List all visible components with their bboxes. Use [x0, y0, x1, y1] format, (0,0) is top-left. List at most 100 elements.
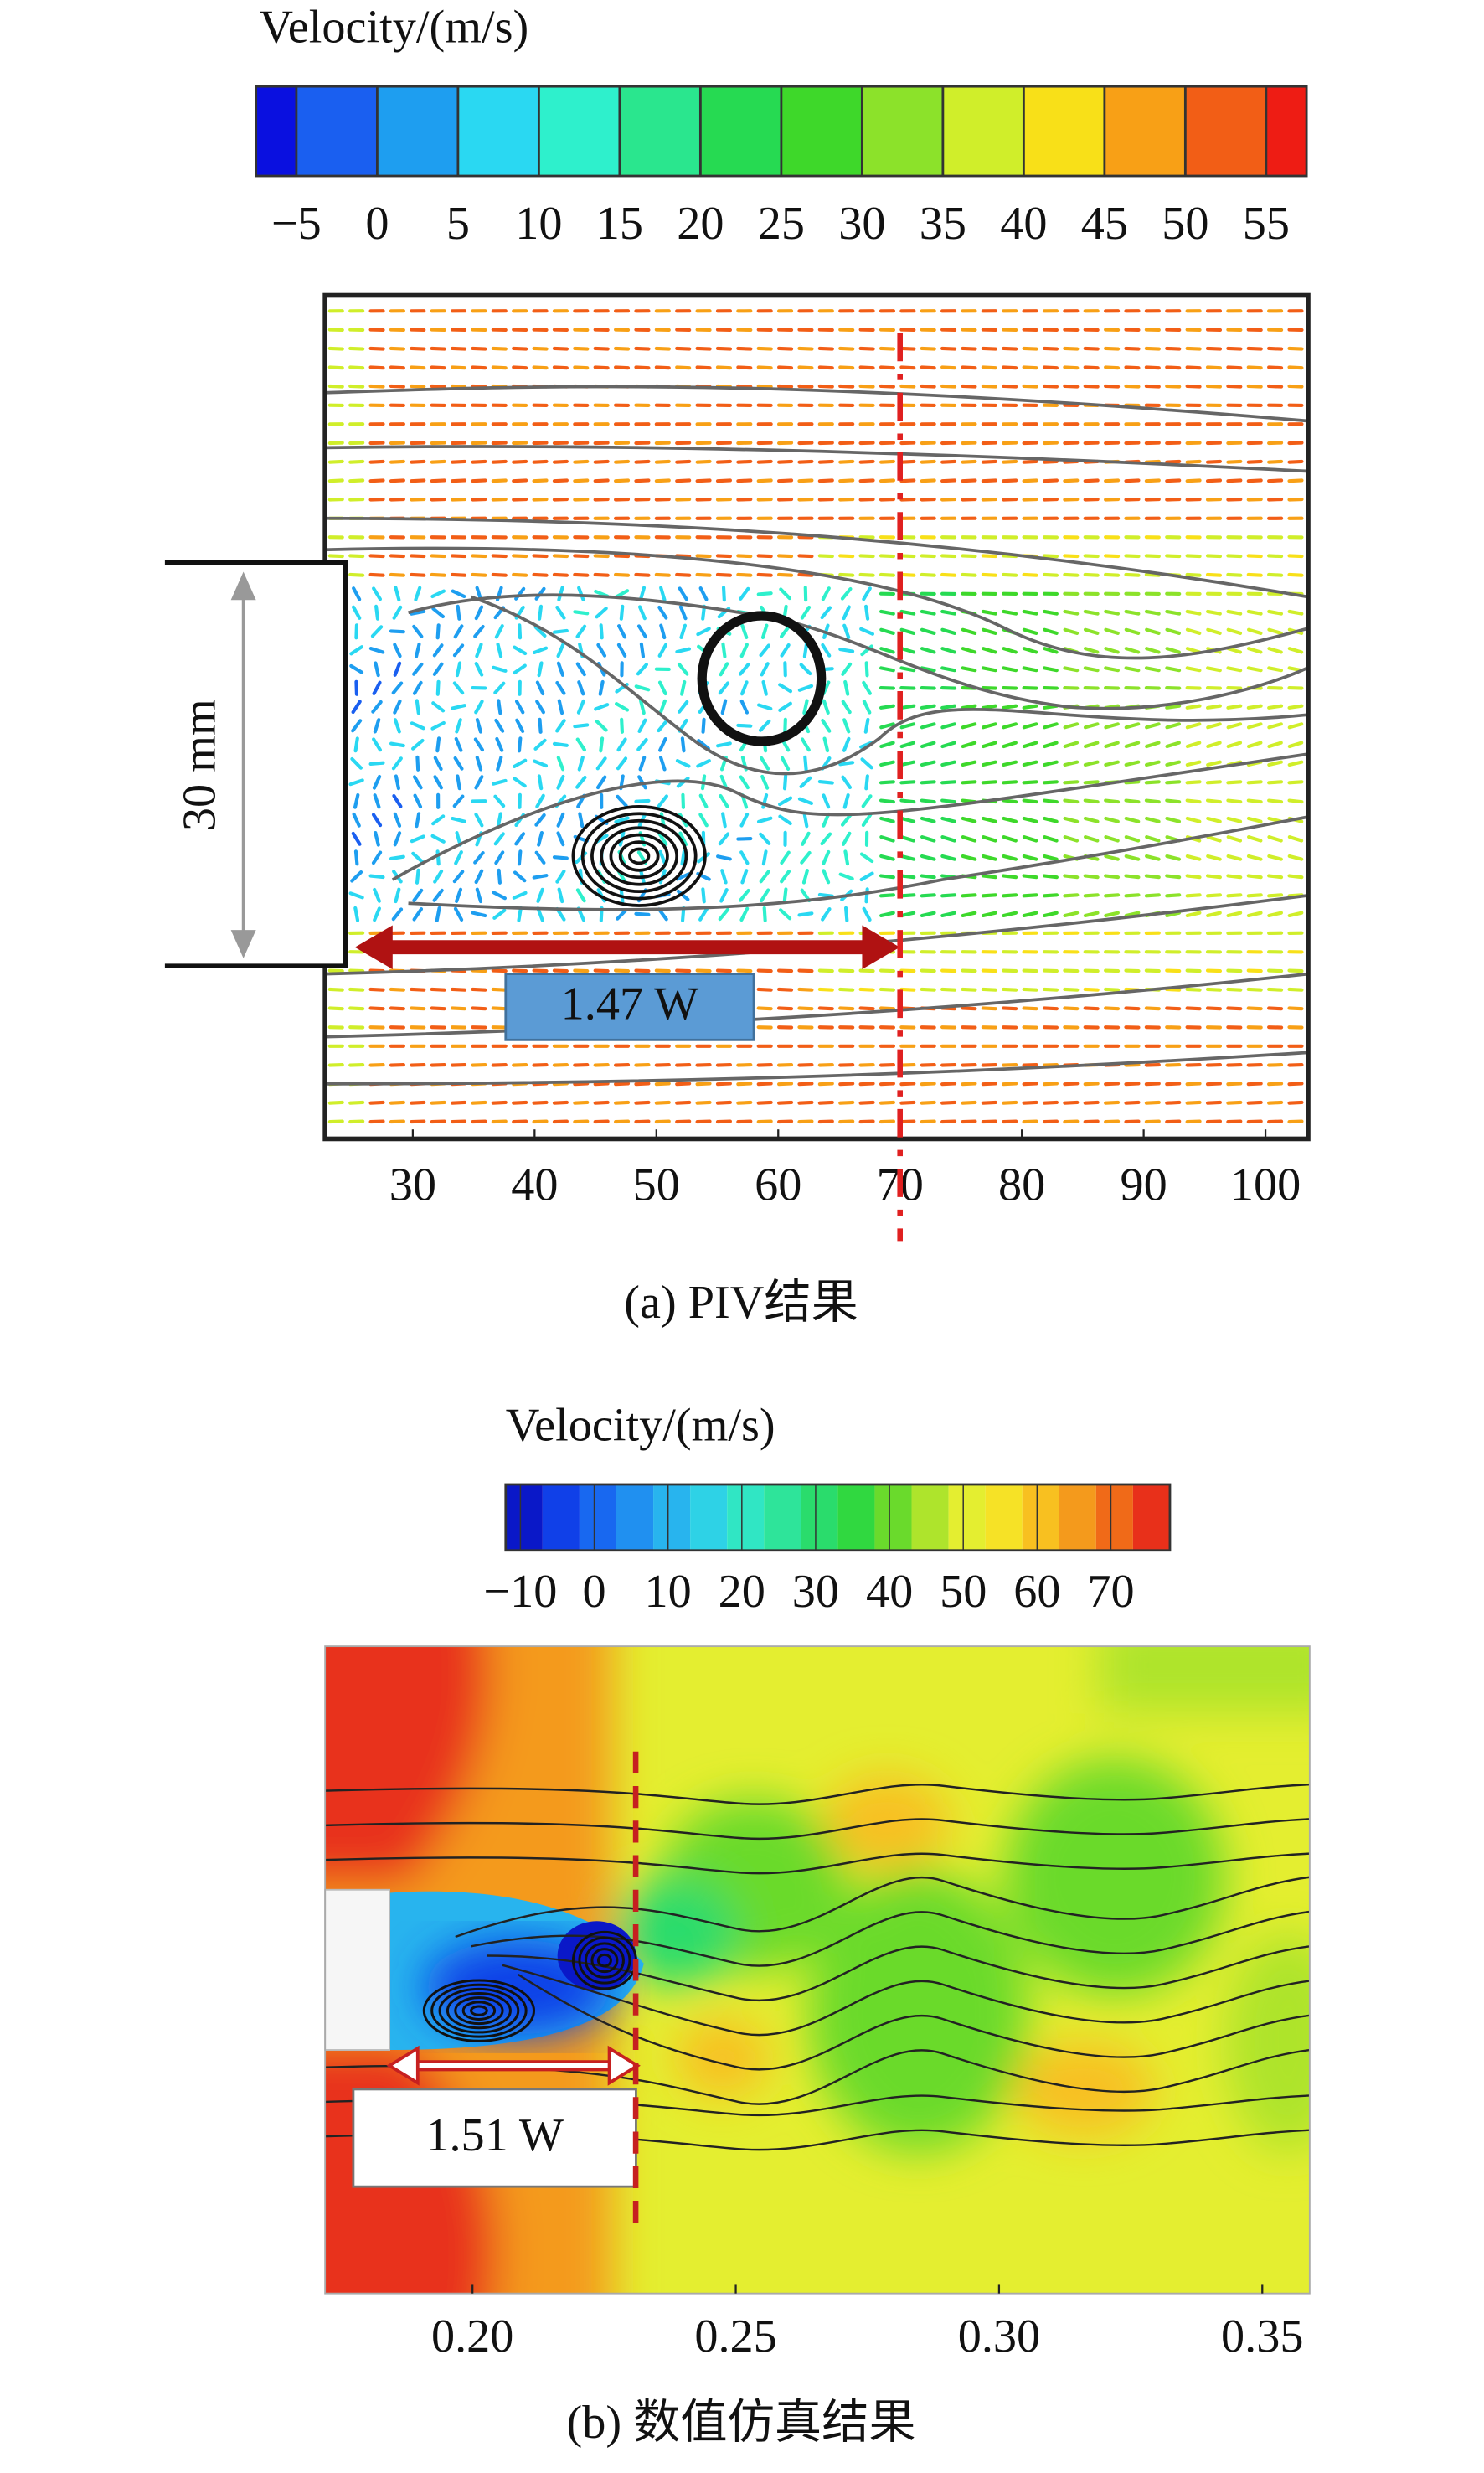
- velocity-vector: [899, 384, 916, 389]
- velocity-vector: [821, 643, 832, 658]
- velocity-vector: [920, 760, 936, 767]
- velocity-vector: [639, 642, 646, 658]
- velocity-vector: [841, 831, 852, 846]
- velocity-vector: [1185, 1119, 1202, 1124]
- velocity-vector: [654, 441, 671, 446]
- velocity-vector: [1205, 1082, 1223, 1087]
- velocity-vector: [518, 623, 523, 640]
- velocity-vector: [491, 346, 508, 351]
- velocity-vector: [1205, 874, 1222, 880]
- velocity-vector: [1022, 1119, 1038, 1124]
- velocity-vector: [698, 793, 709, 809]
- velocity-vector: [593, 968, 610, 973]
- velocity-vector: [573, 610, 590, 616]
- velocity-vector: [1226, 874, 1243, 880]
- velocity-vector: [680, 679, 687, 696]
- velocity-vector: [1165, 666, 1182, 673]
- velocity-vector: [473, 850, 485, 865]
- velocity-vector: [715, 572, 732, 577]
- velocity-vector: [778, 814, 792, 826]
- velocity-vector: [391, 756, 403, 771]
- velocity-vector: [778, 683, 793, 694]
- velocity-vector: [573, 478, 590, 483]
- velocity-vector: [430, 1119, 446, 1124]
- velocity-vector: [940, 478, 957, 483]
- velocity-vector: [1104, 1006, 1121, 1011]
- velocity-vector: [1267, 874, 1284, 880]
- velocity-vector: [1043, 741, 1059, 749]
- velocity-vector: [433, 775, 443, 790]
- velocity-vector: [619, 604, 625, 621]
- velocity-vector: [961, 1082, 977, 1087]
- velocity-vector: [838, 478, 855, 483]
- velocity-vector: [1083, 741, 1100, 749]
- velocity-vector: [679, 623, 688, 640]
- velocity-vector: [351, 719, 363, 733]
- velocity-vector: [1124, 572, 1141, 577]
- velocity-vector: [817, 1100, 834, 1105]
- vortex: [697, 611, 827, 746]
- velocity-vector: [719, 774, 729, 790]
- velocity-vector: [595, 607, 608, 619]
- velocity-vector: [899, 666, 916, 673]
- velocity-vector: [899, 478, 916, 483]
- velocity-vector: [474, 775, 484, 790]
- velocity-vector: [532, 874, 549, 880]
- velocity-vector: [843, 849, 850, 866]
- velocity-vector: [614, 589, 630, 599]
- velocity-vector: [348, 1119, 365, 1124]
- velocity-vector: [715, 1082, 732, 1087]
- velocity-vector: [373, 793, 381, 809]
- velocity-vector: [1185, 441, 1202, 446]
- velocity-vector: [512, 1119, 528, 1124]
- velocity-vector: [1083, 478, 1100, 483]
- velocity-vector: [1267, 572, 1284, 577]
- velocity-vector: [368, 987, 385, 992]
- velocity-vector: [1226, 722, 1243, 730]
- velocity-vector: [675, 872, 691, 881]
- velocity-vector: [1083, 627, 1100, 635]
- velocity-vector: [715, 1100, 732, 1105]
- velocity-vector: [899, 874, 916, 880]
- velocity-vector: [879, 1100, 896, 1105]
- velocity-vector: [1165, 365, 1182, 370]
- velocity-vector: [756, 591, 773, 596]
- velocity-vector: [494, 624, 504, 639]
- velocity-vector: [557, 699, 564, 715]
- velocity-vector: [373, 906, 381, 922]
- velocity-vector: [435, 679, 441, 696]
- velocity-vector: [575, 662, 586, 677]
- velocity-vector: [1205, 1119, 1223, 1124]
- velocity-vector: [573, 346, 590, 351]
- velocity-vector: [1104, 666, 1121, 673]
- velocity-vector: [430, 589, 446, 599]
- velocity-vector: [1267, 854, 1283, 861]
- velocity-vector: [859, 852, 874, 864]
- velocity-vector: [1124, 741, 1141, 749]
- velocity-vector: [654, 968, 671, 973]
- velocity-vector: [1042, 384, 1059, 389]
- velocity-vector: [920, 798, 936, 804]
- velocity-vector: [838, 1100, 855, 1105]
- velocity-vector: [862, 586, 872, 601]
- vortex: [571, 804, 707, 907]
- velocity-vector: [327, 1100, 344, 1105]
- velocity-vector: [739, 850, 750, 865]
- velocity-vector: [777, 1119, 794, 1124]
- velocity-vector: [552, 441, 569, 446]
- velocity-vector: [961, 854, 977, 861]
- velocity-vector: [1185, 346, 1202, 351]
- velocity-vector: [348, 365, 365, 370]
- velocity-vector: [899, 760, 916, 767]
- vortex: [580, 812, 698, 901]
- velocity-vector: [864, 887, 869, 904]
- velocity-vector: [1063, 554, 1080, 559]
- velocity-vector: [471, 1119, 487, 1124]
- velocity-vector: [497, 699, 502, 715]
- velocity-vector: [1185, 816, 1202, 823]
- velocity-vector: [1083, 666, 1100, 673]
- velocity-vector: [450, 441, 467, 446]
- colorbar-segment: [727, 1484, 765, 1551]
- velocity-vector: [859, 871, 874, 882]
- velocity-vector: [1083, 1100, 1100, 1105]
